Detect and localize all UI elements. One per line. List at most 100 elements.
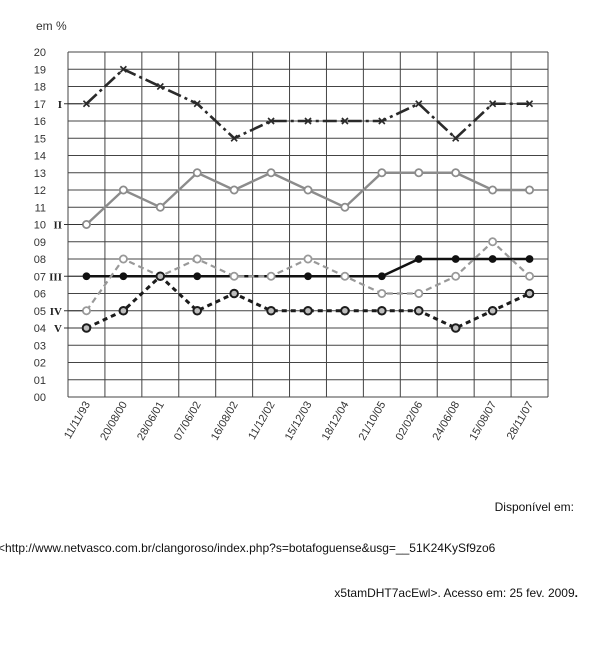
y-tick-label: 07 <box>34 271 46 283</box>
y-tick-label: 16 <box>34 116 46 128</box>
y-tick-labels: 00 01 02 03 04 05 06 07 08 09 10 11 12 13 14 15 16 17 18 19… <box>34 47 46 404</box>
series-label: III <box>49 271 62 283</box>
data-point <box>155 271 166 282</box>
y-axis-label: em % <box>36 19 67 33</box>
y-tick-label: 03 <box>34 340 46 352</box>
data-point <box>340 271 350 281</box>
data-point <box>488 185 498 195</box>
source-access-line: x5tamDHT7acEwl>. Acesso em: 25 fev. 2009… <box>334 586 578 600</box>
data-point <box>377 288 387 298</box>
x-tick-label: 28/11/07 <box>505 400 536 442</box>
y-tick-label: 19 <box>34 64 46 76</box>
data-point <box>118 305 129 316</box>
series-label: IV <box>50 306 62 318</box>
source-url: <http://www.netvasco.com.br/clangoroso/i… <box>0 541 496 555</box>
y-tick-label: 02 <box>34 358 46 370</box>
data-point <box>525 255 534 263</box>
data-point <box>488 255 497 263</box>
data-point <box>118 254 128 264</box>
data-point <box>413 305 424 316</box>
y-tick-label: 14 <box>34 151 46 163</box>
data-point <box>156 82 164 91</box>
data-point <box>414 168 424 178</box>
data-point <box>118 185 128 195</box>
data-point <box>119 65 127 73</box>
data-point <box>414 288 424 298</box>
data-point <box>81 323 92 333</box>
data-point <box>81 306 91 316</box>
source-end-mark: . <box>574 586 578 600</box>
data-point <box>82 272 91 281</box>
data-point <box>340 202 350 212</box>
y-tick-label: 09 <box>34 237 46 249</box>
data-point <box>377 168 387 178</box>
x-tick-label: 21/10/05 <box>357 400 389 443</box>
x-tick-label: 15/08/07 <box>467 399 499 442</box>
y-tick-label: 01 <box>34 375 46 387</box>
data-point <box>377 305 387 316</box>
x-tick-label: 11/11/93 <box>62 400 93 442</box>
chart-grid <box>67 51 549 398</box>
data-point <box>525 271 535 281</box>
data-point <box>155 202 165 212</box>
series-line-V <box>85 274 531 330</box>
x-tick-label: 20/08/00 <box>98 400 130 443</box>
data-point <box>377 272 386 281</box>
data-point <box>451 271 461 281</box>
data-point <box>415 100 423 108</box>
line-chart: em % 00 01 02 03 04 05 06 07 08 09 10 11 12 13 14 15 16 1… <box>34 19 549 443</box>
data-point <box>525 100 534 108</box>
data-point <box>340 305 350 316</box>
series-line-II <box>85 171 530 226</box>
data-point <box>119 272 128 281</box>
x-tick-label: 02/02/06 <box>394 400 426 443</box>
x-tick-label: 11/12/02 <box>246 400 277 442</box>
data-point <box>378 117 386 125</box>
x-tick-label: 28/06/01 <box>135 400 167 443</box>
data-point <box>525 185 535 195</box>
data-point <box>192 168 202 178</box>
y-tick-label: 04 <box>34 323 46 335</box>
x-tick-label: 24/06/08 <box>430 400 462 443</box>
data-point <box>266 271 276 281</box>
data-point <box>81 219 91 229</box>
data-point <box>192 305 203 316</box>
series-group <box>81 65 535 333</box>
x-tick-label: 18/12/04 <box>320 400 352 443</box>
data-point <box>193 100 201 108</box>
x-tick-label: 15/12/03 <box>283 400 315 443</box>
data-point <box>451 168 461 178</box>
data-point <box>229 288 239 299</box>
data-point <box>303 305 313 316</box>
data-point <box>414 255 423 263</box>
y-tick-label: 06 <box>34 289 46 301</box>
data-point <box>488 237 498 247</box>
data-point <box>450 323 461 333</box>
x-tick-label: 07/06/02 <box>172 400 204 443</box>
data-point <box>193 272 202 281</box>
data-point <box>229 185 239 195</box>
series-label: I <box>58 99 62 111</box>
y-tick-label: 08 <box>34 254 46 266</box>
data-point <box>304 117 312 125</box>
y-tick-label: 10 <box>34 220 46 232</box>
y-tick-label: 12 <box>34 185 46 197</box>
y-tick-label: 05 <box>34 306 46 318</box>
data-point <box>452 134 460 142</box>
x-tick-labels: 11/11/93 20/08/00 28/06/01 07/06/02 16/08/02… <box>62 399 536 442</box>
data-point <box>341 117 349 125</box>
data-point <box>303 254 313 264</box>
data-point <box>229 271 239 281</box>
data-point <box>230 134 238 142</box>
source-access-text: x5tamDHT7acEwl>. Acesso em: 25 fev. 2009 <box>334 586 575 600</box>
data-point <box>192 254 202 264</box>
data-point <box>266 168 276 178</box>
data-point <box>489 100 497 108</box>
data-point <box>266 305 276 316</box>
data-point <box>267 117 275 125</box>
y-tick-label: 00 <box>34 392 46 404</box>
data-point <box>451 255 460 263</box>
x-tick-label: 16/08/02 <box>209 400 241 443</box>
y-tick-label: 17 <box>34 99 46 111</box>
